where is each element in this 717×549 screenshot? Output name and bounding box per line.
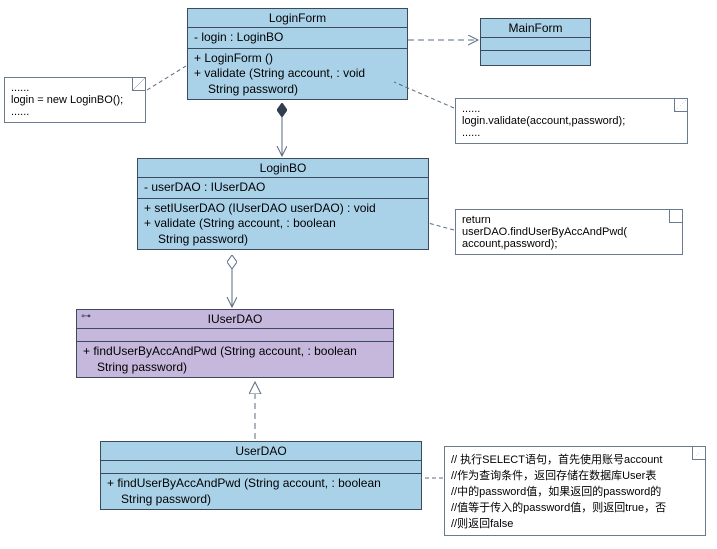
note-line: return bbox=[462, 214, 676, 226]
op-row: + findUserByAccAndPwd (String account, :… bbox=[83, 344, 387, 360]
interface-stereotype-icon: ⊶ bbox=[81, 311, 91, 322]
note-line: // 执行SELECT语句，首先使用账号account bbox=[451, 451, 699, 467]
note-line: account,password); bbox=[462, 238, 676, 250]
note-line: ...... bbox=[462, 103, 681, 115]
class-attrs: - userDAO : IUserDAO bbox=[138, 178, 428, 199]
note-line: login = new LoginBO(); bbox=[11, 94, 139, 106]
note-line: //作为查询条件，返回存储在数据库User表 bbox=[451, 467, 699, 483]
note-line: //则返回false bbox=[451, 515, 699, 531]
note-line: userDAO.findUserByAccAndPwd( bbox=[462, 226, 676, 238]
note-login-validate: ...... login.validate(account,password);… bbox=[455, 98, 688, 144]
note-line: //值等于传入的password值，则返回true，否 bbox=[451, 499, 699, 515]
op-row: String password) bbox=[194, 82, 401, 98]
note-login-new: ...... login = new LoginBO(); ...... bbox=[4, 77, 146, 123]
class-ops: + findUserByAccAndPwd (String account, :… bbox=[77, 342, 393, 377]
class-ops: + LoginForm () + validate (String accoun… bbox=[188, 49, 407, 100]
class-title: LoginBO bbox=[138, 159, 428, 178]
class-ops bbox=[481, 51, 590, 65]
class-attrs bbox=[101, 461, 421, 474]
class-loginform: LoginForm - login : LoginBO + LoginForm … bbox=[187, 8, 408, 100]
op-row: String password) bbox=[83, 360, 387, 376]
note-line: login.validate(account,password); bbox=[462, 115, 681, 127]
class-ops: + setIUserDAO (IUserDAO userDAO) : void … bbox=[138, 199, 428, 250]
class-loginbo: LoginBO - userDAO : IUserDAO + setIUserD… bbox=[137, 158, 429, 250]
note-select-comment: // 执行SELECT语句，首先使用账号account //作为查询条件，返回存… bbox=[444, 446, 706, 536]
class-ops: + findUserByAccAndPwd (String account, :… bbox=[101, 474, 421, 509]
class-title: IUserDAO bbox=[77, 310, 393, 329]
attr-row: - login : LoginBO bbox=[194, 30, 401, 46]
op-row: + findUserByAccAndPwd (String account, :… bbox=[107, 476, 415, 492]
note-line: ...... bbox=[462, 127, 681, 139]
class-title: MainForm bbox=[481, 19, 590, 38]
class-title: UserDAO bbox=[101, 442, 421, 461]
class-attrs bbox=[481, 38, 590, 51]
class-title: LoginForm bbox=[188, 9, 407, 28]
op-row: + validate (String account, : boolean bbox=[144, 216, 422, 232]
note-line: //中的password值，如果返回的password的 bbox=[451, 483, 699, 499]
class-attrs: - login : LoginBO bbox=[188, 28, 407, 49]
interface-iuserdao: ⊶ IUserDAO + findUserByAccAndPwd (String… bbox=[76, 309, 394, 378]
op-row: + LoginForm () bbox=[194, 51, 401, 67]
op-row: + setIUserDAO (IUserDAO userDAO) : void bbox=[144, 201, 422, 217]
note-line: ...... bbox=[11, 82, 139, 94]
class-mainform: MainForm bbox=[480, 18, 591, 66]
op-row: String password) bbox=[107, 492, 415, 508]
note-line: ...... bbox=[11, 106, 139, 118]
attr-row: - userDAO : IUserDAO bbox=[144, 180, 422, 196]
note-return-dao: return userDAO.findUserByAccAndPwd( acco… bbox=[455, 209, 683, 255]
class-userdao: UserDAO + findUserByAccAndPwd (String ac… bbox=[100, 441, 422, 510]
op-row: String password) bbox=[144, 232, 422, 248]
op-row: + validate (String account, : void bbox=[194, 66, 401, 82]
class-attrs bbox=[77, 329, 393, 342]
